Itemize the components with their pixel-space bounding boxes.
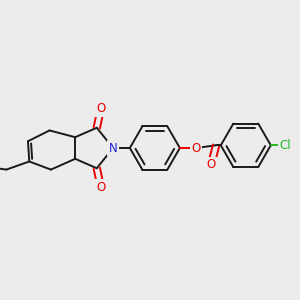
Text: Cl: Cl bbox=[279, 139, 291, 152]
Text: O: O bbox=[96, 102, 105, 115]
Text: O: O bbox=[191, 142, 200, 154]
Text: O: O bbox=[206, 158, 216, 171]
Text: N: N bbox=[109, 142, 117, 154]
Text: O: O bbox=[96, 181, 105, 194]
